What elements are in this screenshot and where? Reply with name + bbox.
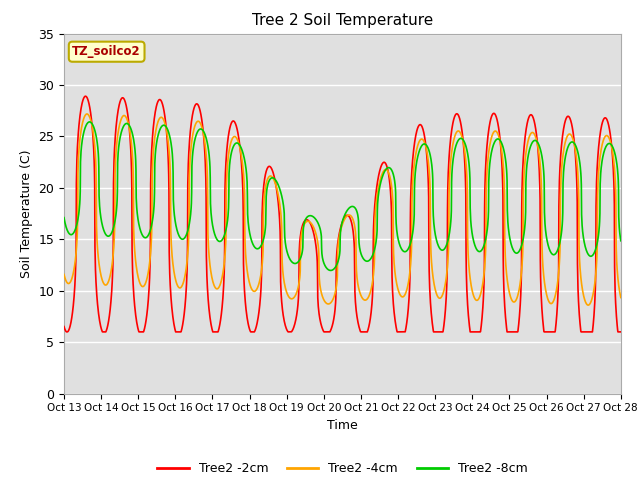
- Text: TZ_soilco2: TZ_soilco2: [72, 45, 141, 58]
- Title: Tree 2 Soil Temperature: Tree 2 Soil Temperature: [252, 13, 433, 28]
- Y-axis label: Soil Temperature (C): Soil Temperature (C): [20, 149, 33, 278]
- X-axis label: Time: Time: [327, 419, 358, 432]
- Legend: Tree2 -2cm, Tree2 -4cm, Tree2 -8cm: Tree2 -2cm, Tree2 -4cm, Tree2 -8cm: [152, 457, 532, 480]
